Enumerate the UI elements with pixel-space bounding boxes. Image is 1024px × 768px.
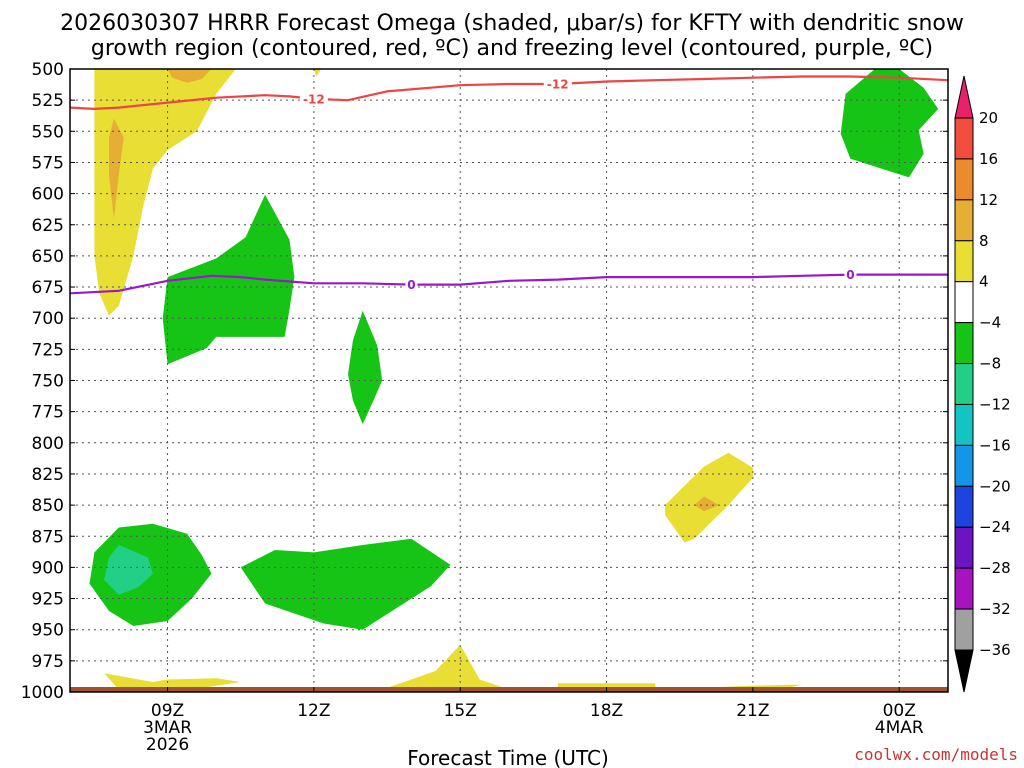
y-tick-label: 650 bbox=[32, 247, 64, 267]
terrain-strip bbox=[70, 687, 948, 692]
y-tick-label: 1000 bbox=[21, 683, 64, 703]
contour-line-1 bbox=[70, 273, 948, 295]
contour-line-0 bbox=[70, 75, 948, 111]
x-tick-label: 00Z bbox=[883, 701, 916, 721]
gridlines bbox=[70, 69, 948, 692]
y-tick-label: 500 bbox=[32, 60, 64, 80]
x-tick-label: 18Z bbox=[590, 701, 623, 721]
contour-label: 0 bbox=[407, 278, 415, 292]
y-tick-label: 625 bbox=[32, 216, 64, 236]
x-tick-label: 09Z bbox=[151, 701, 184, 721]
y-tick-label: 675 bbox=[32, 278, 64, 298]
x-tick-label: 2026 bbox=[146, 735, 189, 755]
y-tick-label: 525 bbox=[32, 91, 64, 111]
colorbar-label: −24 bbox=[979, 518, 1011, 536]
colorbar-label: 4 bbox=[979, 273, 989, 291]
x-tick-label: 3MAR bbox=[143, 718, 192, 738]
contour-label: -12 bbox=[303, 92, 325, 106]
site-credit: coolwx.com/models bbox=[854, 745, 1018, 764]
colorbar-label: 20 bbox=[979, 109, 998, 127]
y-tick-label: 600 bbox=[32, 185, 64, 205]
omega-region--4-9 bbox=[840, 69, 939, 178]
y-tick-label: 750 bbox=[32, 372, 64, 392]
colorbar-label: −8 bbox=[979, 355, 1001, 373]
y-tick-label: 900 bbox=[32, 558, 64, 578]
y-tick-label: 725 bbox=[32, 340, 64, 360]
colorbar-label: −16 bbox=[979, 436, 1011, 454]
colorbar-box--8 bbox=[954, 322, 974, 365]
chart-title: 2026030307 HRRR Forecast Omega (shaded, … bbox=[60, 11, 964, 61]
contour-label-bg bbox=[844, 267, 857, 282]
contour-label-bg bbox=[543, 76, 572, 91]
y-tick-label: 825 bbox=[32, 465, 64, 485]
colorbar-box--16 bbox=[954, 403, 974, 446]
omega-region-4-3 bbox=[313, 69, 322, 77]
x-tick-label: 4MAR bbox=[875, 718, 924, 738]
colorbar-box--36 bbox=[954, 608, 974, 651]
contour-label: 0 bbox=[846, 268, 854, 282]
y-tick-label: 575 bbox=[32, 153, 64, 173]
omega-region--4-4 bbox=[162, 194, 295, 365]
omega-region--8-7 bbox=[104, 545, 153, 595]
colorbar-label: 16 bbox=[979, 150, 998, 168]
colorbar-box-8 bbox=[954, 199, 974, 242]
contour-lines: -12 -12 0 0 bbox=[70, 75, 948, 295]
colorbar-label: −12 bbox=[979, 395, 1011, 413]
omega-region-8-11 bbox=[694, 496, 719, 512]
omega-region--4-8 bbox=[240, 538, 451, 630]
contour-label: -12 bbox=[547, 77, 569, 91]
omega-region-4-13 bbox=[382, 644, 509, 691]
y-axis: 500 525 550 575 600 625 650 675 700 725 750 775 800 8… bbox=[21, 60, 948, 703]
colorbar-box--24 bbox=[954, 485, 974, 528]
omega-region-4-12 bbox=[104, 673, 241, 690]
y-tick-label: 700 bbox=[32, 309, 64, 329]
plot-area: -12 -12 0 0 bbox=[69, 68, 949, 693]
x-axis-label: Forecast Time (UTC) bbox=[407, 746, 609, 768]
y-tick-label: 975 bbox=[32, 652, 64, 672]
x-tick-label: 21Z bbox=[736, 701, 769, 721]
colorbar-bottom-arrow bbox=[954, 649, 974, 693]
colorbar-box--32 bbox=[954, 567, 974, 610]
y-tick-label: 950 bbox=[32, 621, 64, 641]
x-tick-label: 12Z bbox=[297, 701, 330, 721]
colorbar-box--4 bbox=[954, 281, 974, 324]
y-tick-label: 875 bbox=[32, 527, 64, 547]
colorbar-label: −20 bbox=[979, 477, 1011, 495]
colorbar-label: −4 bbox=[979, 314, 1001, 332]
colorbar-box--20 bbox=[954, 444, 974, 487]
title-line-2: growth region (contoured, red, ºC) and f… bbox=[91, 36, 933, 61]
colorbar-box--28 bbox=[954, 526, 974, 569]
colorbar-top-arrow bbox=[954, 75, 974, 119]
y-tick-label: 550 bbox=[32, 122, 64, 142]
colorbar-label: 8 bbox=[979, 232, 989, 250]
omega-shading bbox=[89, 69, 939, 691]
colorbar: 20 16 12 8 4 −4 −8 −12 −16 −20 −24 −28 −32 −36 bbox=[954, 75, 1011, 693]
x-tick-label: 15Z bbox=[444, 701, 477, 721]
colorbar-label: 12 bbox=[979, 191, 998, 209]
colorbar-label: −28 bbox=[979, 559, 1011, 577]
y-tick-label: 800 bbox=[32, 434, 64, 454]
contour-label-bg bbox=[299, 91, 328, 106]
omega-region-8-1 bbox=[167, 69, 212, 83]
title-line-1: 2026030307 HRRR Forecast Omega (shaded, … bbox=[60, 11, 964, 36]
omega-region-4-10 bbox=[665, 452, 753, 543]
contour-label-bg bbox=[405, 277, 418, 292]
colorbar-label: −32 bbox=[979, 600, 1011, 618]
colorbar-box-16 bbox=[954, 117, 974, 160]
colorbar-box-12 bbox=[954, 158, 974, 201]
y-tick-label: 850 bbox=[32, 496, 64, 516]
colorbar-label: −36 bbox=[979, 641, 1011, 659]
omega-region--4-5 bbox=[348, 310, 383, 425]
omega-region-4-0 bbox=[94, 69, 236, 316]
colorbar-box--12 bbox=[954, 363, 974, 405]
y-tick-label: 925 bbox=[32, 590, 64, 610]
colorbar-box-4 bbox=[954, 240, 974, 283]
y-tick-label: 775 bbox=[32, 403, 64, 423]
